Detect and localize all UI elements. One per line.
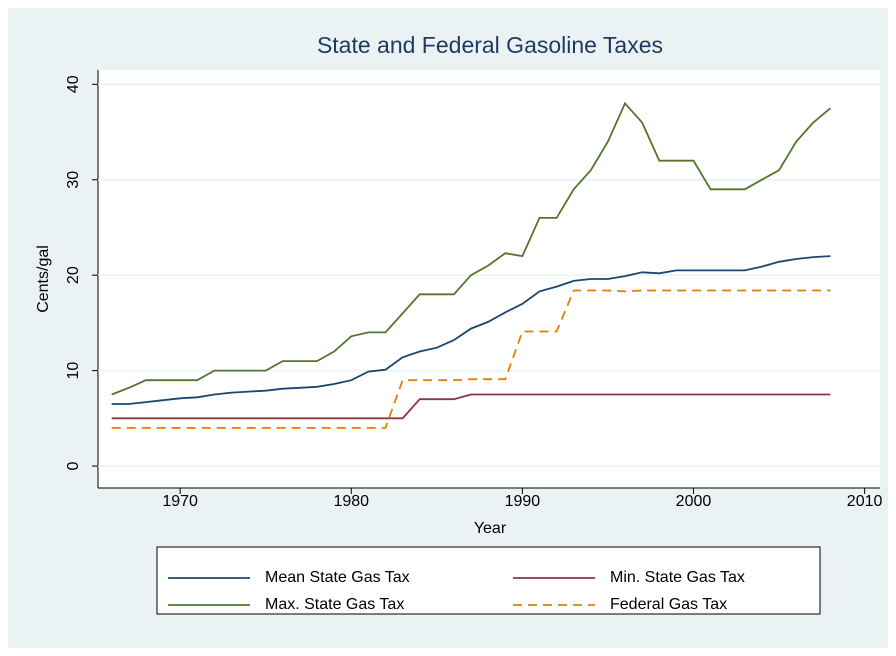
y-axis-label: Cents/gal xyxy=(35,245,52,313)
legend-box xyxy=(156,546,821,615)
y-tick-label: 20 xyxy=(65,266,82,284)
legend-label: Federal Gas Tax xyxy=(610,596,727,613)
legend-label: Mean State Gas Tax xyxy=(265,569,410,586)
x-tick-label: 1970 xyxy=(162,493,198,510)
x-tick-label: 2010 xyxy=(847,493,883,510)
series-line xyxy=(111,101,831,396)
series-line xyxy=(111,289,831,429)
plot-region xyxy=(98,70,880,488)
x-tick-label: 1990 xyxy=(505,493,541,510)
y-tick-label: 0 xyxy=(65,462,82,471)
chart-title: State and Federal Gasoline Taxes xyxy=(317,32,663,58)
legend-label: Min. State Gas Tax xyxy=(610,569,745,586)
x-axis-label: Year xyxy=(474,520,507,537)
y-tick-label: 10 xyxy=(65,362,82,380)
y-tick-label: 30 xyxy=(65,171,82,189)
series-line xyxy=(111,255,831,405)
x-tick-label: 2000 xyxy=(676,493,712,510)
y-tick-label: 40 xyxy=(65,75,82,93)
legend-label: Max. State Gas Tax xyxy=(265,596,404,613)
x-tick-label: 1980 xyxy=(333,493,369,510)
series-line xyxy=(111,393,831,420)
